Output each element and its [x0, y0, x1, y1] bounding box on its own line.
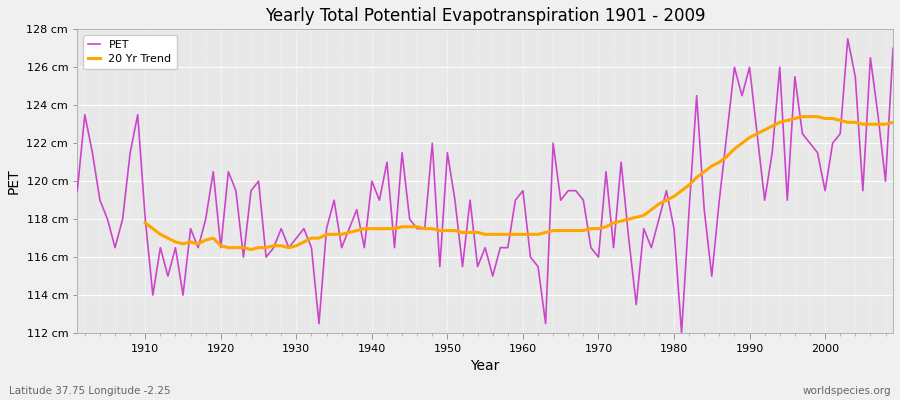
20 Yr Trend: [865, 122, 876, 127]
Title: Yearly Total Potential Evapotranspiration 1901 - 2009: Yearly Total Potential Evapotranspiratio…: [265, 7, 706, 25]
20 Yr Trend: [887, 120, 898, 125]
20 Yr Trend: [140, 220, 150, 225]
Line: 20 Yr Trend: 20 Yr Trend: [145, 117, 893, 250]
20 Yr Trend: [291, 243, 302, 248]
PET: [72, 188, 83, 193]
20 Yr Trend: [593, 226, 604, 231]
PET: [842, 36, 853, 41]
Text: Latitude 37.75 Longitude -2.25: Latitude 37.75 Longitude -2.25: [9, 386, 171, 396]
PET: [299, 226, 310, 231]
PET: [344, 226, 355, 231]
20 Yr Trend: [321, 232, 332, 237]
Legend: PET, 20 Yr Trend: PET, 20 Yr Trend: [83, 35, 177, 70]
20 Yr Trend: [533, 232, 544, 237]
20 Yr Trend: [797, 114, 808, 119]
X-axis label: Year: Year: [471, 359, 500, 373]
20 Yr Trend: [246, 247, 256, 252]
Line: PET: PET: [77, 39, 893, 333]
PET: [510, 198, 521, 202]
PET: [887, 46, 898, 51]
PET: [608, 245, 619, 250]
PET: [518, 188, 528, 193]
PET: [132, 112, 143, 117]
20 Yr Trend: [842, 120, 853, 125]
Y-axis label: PET: PET: [7, 168, 21, 194]
PET: [676, 331, 687, 336]
Text: worldspecies.org: worldspecies.org: [803, 386, 891, 396]
